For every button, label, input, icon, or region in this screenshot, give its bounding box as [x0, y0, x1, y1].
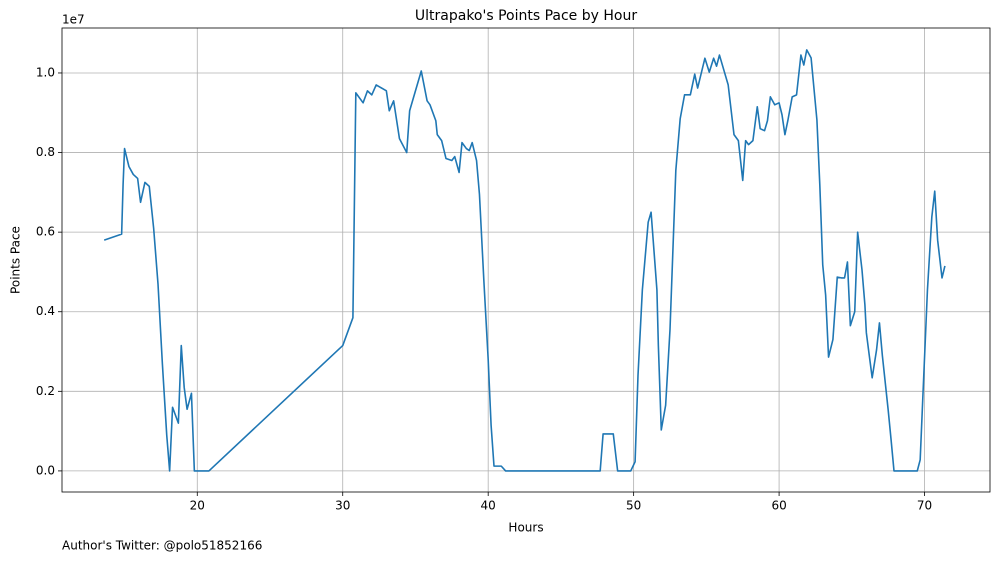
x-tick-label: 60: [771, 499, 786, 513]
y-offset-label: 1e7: [62, 13, 85, 27]
y-axis-label: Points Pace: [9, 226, 23, 294]
chart-title: Ultrapako's Points Pace by Hour: [415, 8, 637, 24]
x-tick-label: 50: [626, 499, 641, 513]
y-tick-label: 1.0: [36, 65, 55, 79]
y-tick-label: 0.2: [36, 384, 55, 398]
y-tick-label: 0.8: [36, 145, 55, 159]
x-tick-label: 70: [917, 499, 932, 513]
x-axis-label: Hours: [508, 521, 543, 535]
x-tick-label: 40: [481, 499, 496, 513]
plot-frame: [61, 27, 991, 493]
y-tick-label: 0.6: [36, 225, 55, 239]
footnote: Author's Twitter: @polo51852166: [62, 539, 262, 553]
y-tick-label: 0.0: [36, 463, 55, 477]
data-line: [103, 49, 946, 472]
x-tick-label: 20: [190, 499, 205, 513]
y-tick-label: 0.4: [36, 304, 55, 318]
x-tick-label: 30: [335, 499, 350, 513]
